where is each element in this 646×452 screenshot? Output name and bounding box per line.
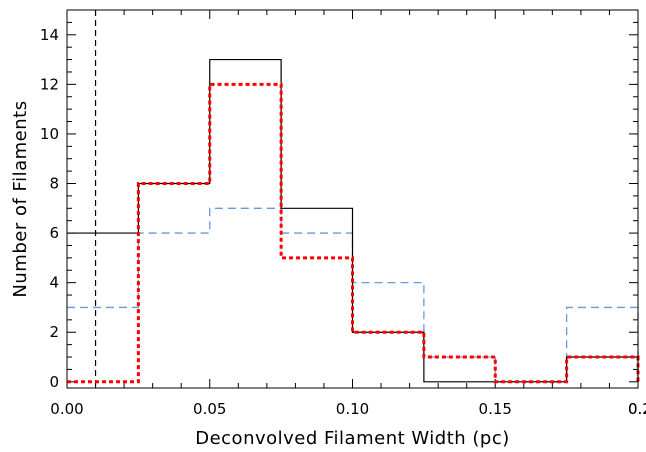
x-tick-label: 0.10 bbox=[336, 400, 369, 418]
y-tick-label: 12 bbox=[40, 75, 59, 93]
y-axis-label: Number of Filaments bbox=[10, 100, 31, 297]
x-axis-label: Deconvolved Filament Width (pc) bbox=[195, 428, 510, 449]
histogram-series-dotted bbox=[67, 82, 640, 384]
y-tick-label: 6 bbox=[49, 224, 59, 242]
x-tick-label: 0.2 bbox=[628, 400, 646, 418]
y-tick-label: 10 bbox=[40, 125, 59, 143]
x-tick-label: 0.20 bbox=[628, 400, 646, 418]
x-tick-label: 0.00 bbox=[50, 400, 83, 418]
histogram-series-solid bbox=[67, 58, 639, 383]
y-tick-label: 4 bbox=[49, 274, 59, 292]
x-tick-label: 0.15 bbox=[479, 400, 512, 418]
x-tick-label: 0.05 bbox=[193, 400, 226, 418]
y-tick-label: 0 bbox=[49, 373, 59, 391]
plot-frame bbox=[66, 9, 639, 389]
y-tick-label: 14 bbox=[40, 26, 59, 44]
series-layer bbox=[67, 10, 640, 388]
y-tick-label: 2 bbox=[49, 323, 59, 341]
plot-frame-border bbox=[66, 9, 639, 389]
y-tick-label: 8 bbox=[49, 175, 59, 193]
tick-labels: 0.000.050.100.150.200.202468101214 bbox=[40, 26, 646, 418]
